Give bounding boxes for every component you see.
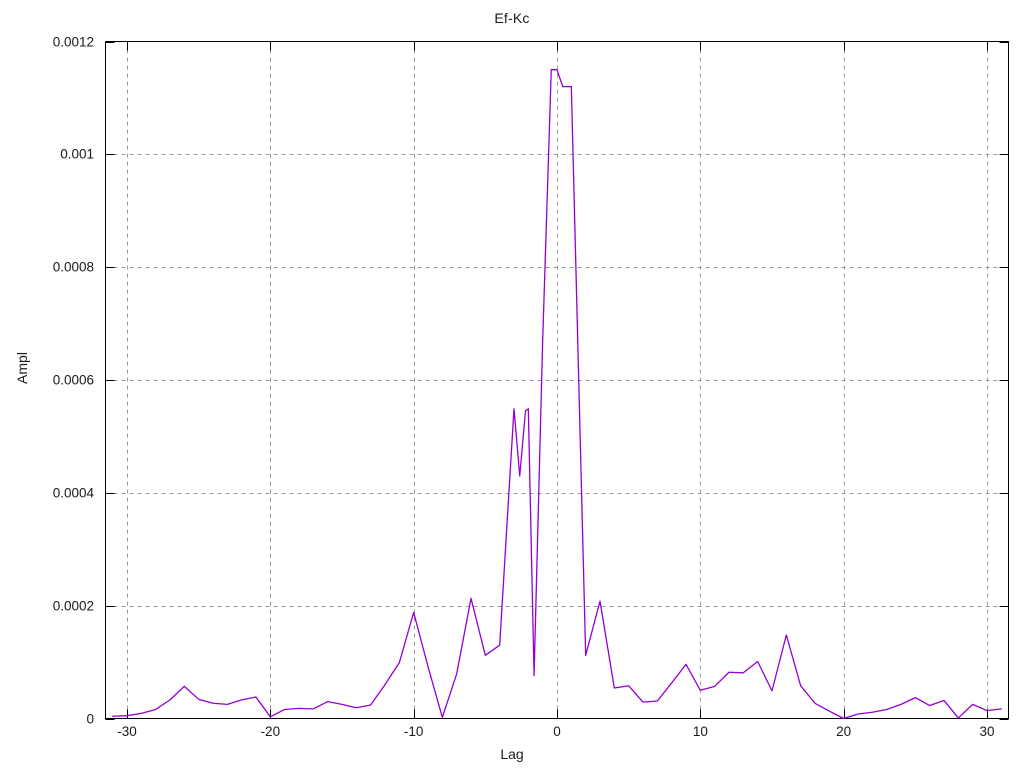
x-axis-label: Lag (500, 746, 524, 762)
x-tick-label: 0 (553, 724, 561, 739)
y-tick-label: 0.0006 (52, 372, 94, 388)
data-series-line (112, 69, 1002, 720)
x-tick-label: 20 (836, 724, 852, 739)
y-tick-label: 0.0004 (52, 485, 94, 501)
y-tick-label: 0.001 (60, 146, 94, 162)
plot-frame (105, 41, 1009, 719)
chart-title: Ef-Kc (494, 10, 530, 26)
axis-ticks (105, 41, 1009, 720)
grid-lines (105, 41, 1009, 719)
x-tick-label: -20 (260, 724, 281, 739)
y-tick-label: 0 (86, 711, 94, 726)
x-tick-label: -10 (403, 724, 424, 739)
x-tick-label: 10 (692, 724, 708, 739)
y-tick-label: 0.0012 (52, 34, 94, 49)
x-tick-label: -30 (117, 724, 137, 739)
y-tick-label: 0.0002 (52, 598, 94, 614)
y-tick-label: 0.0008 (52, 259, 94, 275)
x-tick-label: 30 (979, 724, 995, 739)
